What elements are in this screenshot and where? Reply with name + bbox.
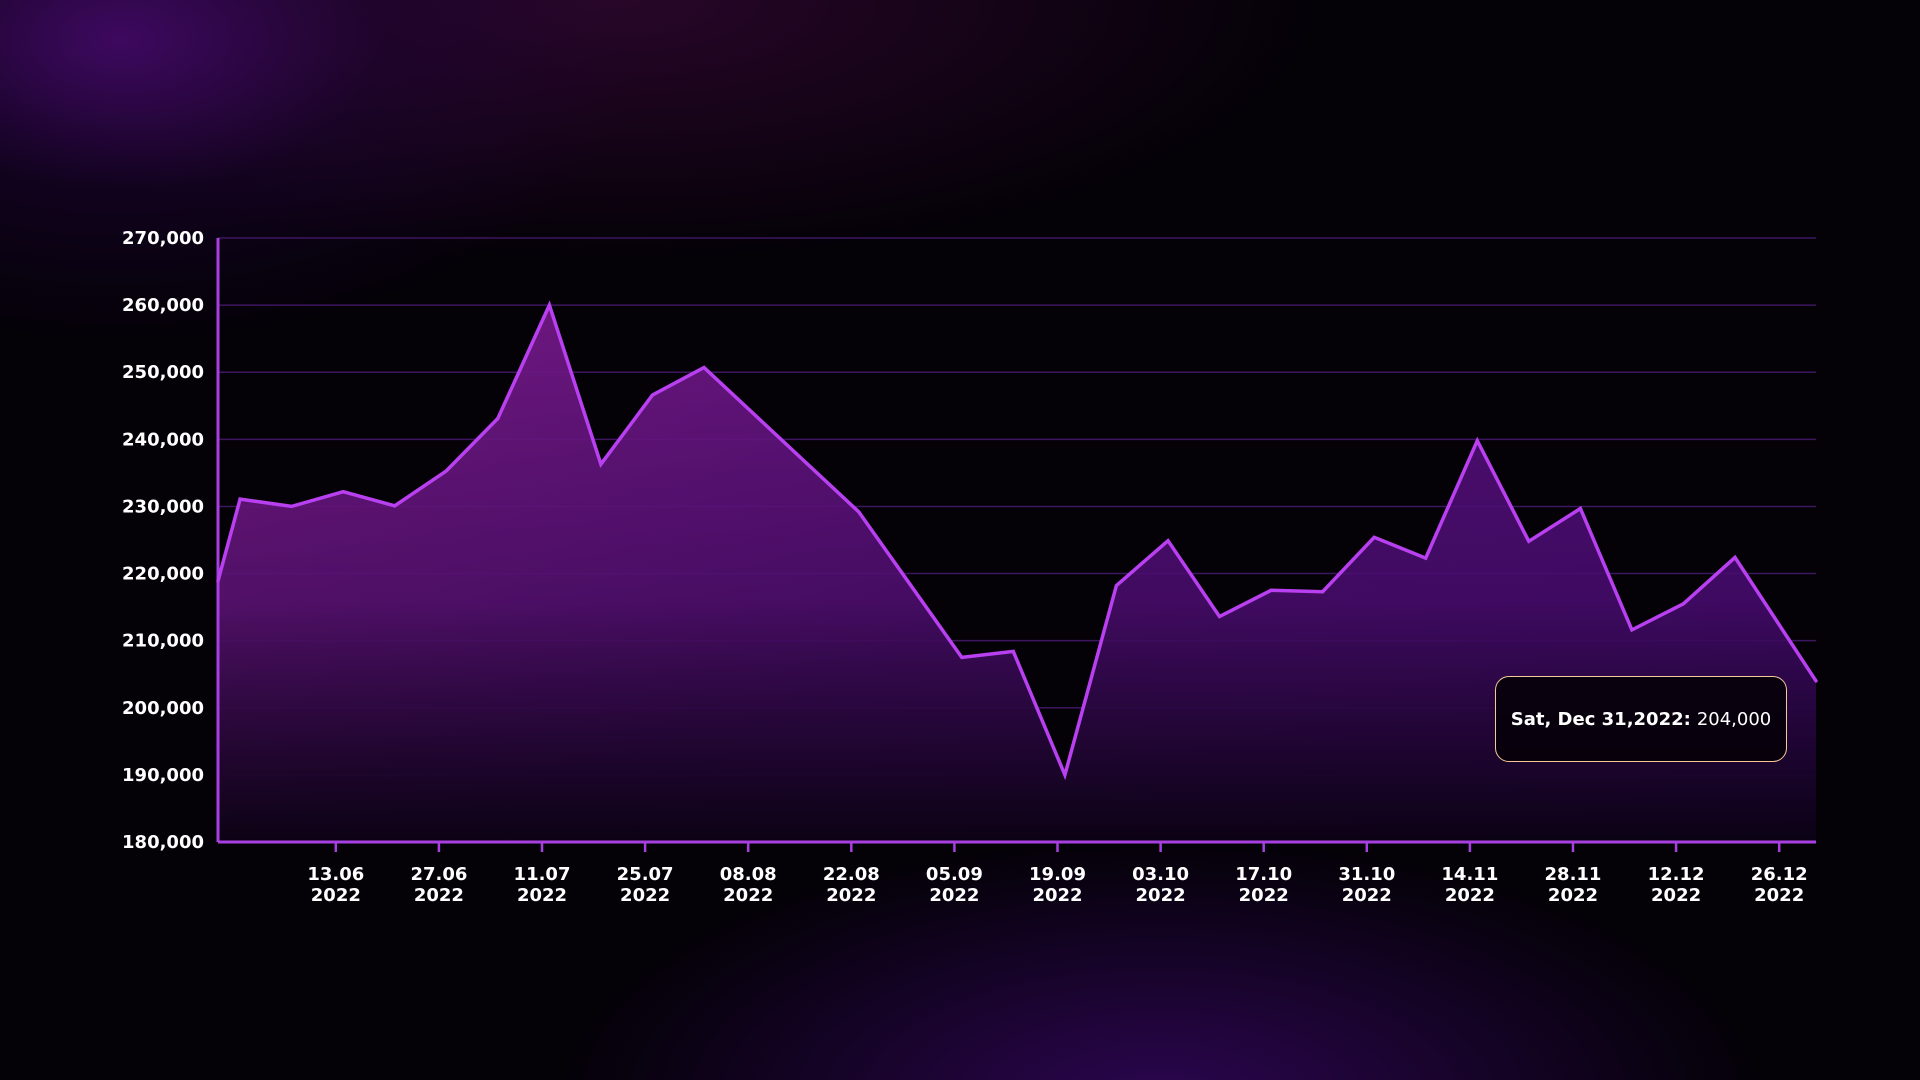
x-tick-label-day: 05.09 [926,864,983,885]
y-tick-label: 200,000 [122,698,204,719]
series-line [216,300,1818,781]
y-tick-label: 260,000 [122,295,204,316]
x-tick-label-year: 2022 [311,885,361,906]
y-tick-label: 240,000 [122,429,204,450]
y-tick-label: 220,000 [122,564,204,585]
x-tick-label-day: 25.07 [617,864,674,885]
series-line-layer [216,300,1818,781]
x-tick-label-year: 2022 [1342,885,1392,906]
y-tick-labels: 180,000 190,000 200,000 210,000 220,000 230,0… [122,228,204,853]
x-tick-label-year: 2022 [1445,885,1495,906]
x-tick-label-day: 11.07 [514,864,571,885]
x-tick-label-day: 31.10 [1338,864,1395,885]
y-tick-label: 190,000 [122,765,204,786]
y-tick-label: 180,000 [122,832,204,853]
x-tick-label-year: 2022 [929,885,979,906]
x-tick-label-year: 2022 [1651,885,1701,906]
x-tick-label-day: 08.08 [720,864,777,885]
area-fill-layer [218,305,1816,843]
tooltip-date: Sat, Dec 31,2022: [1510,708,1691,730]
data-tooltip: Sat, Dec 31,2022: 204,000 [1495,676,1787,762]
x-tick-label-year: 2022 [1239,885,1289,906]
y-tick-label: 230,000 [122,496,204,517]
x-tick-label-year: 2022 [1548,885,1598,906]
x-tick-labels: 13.06202227.06202211.07202225.07202208.0… [307,864,1807,906]
tooltip-value: 204,000 [1696,708,1772,730]
x-tick-label-day: 17.10 [1235,864,1292,885]
x-tick-label-day: 03.10 [1132,864,1189,885]
x-tick-label-year: 2022 [826,885,876,906]
x-tick-label-year: 2022 [620,885,670,906]
x-tick-label-year: 2022 [1136,885,1186,906]
x-tick-label-day: 27.06 [410,864,467,885]
axes [216,238,1816,852]
x-tick-label-day: 26.12 [1751,864,1808,885]
x-tick-label-year: 2022 [1754,885,1804,906]
x-tick-label-day: 22.08 [823,864,880,885]
x-tick-label-year: 2022 [723,885,773,906]
x-tick-label-year: 2022 [414,885,464,906]
x-tick-label-day: 19.09 [1029,864,1086,885]
area-fade [218,305,1816,843]
x-tick-label-year: 2022 [517,885,567,906]
x-tick-label-year: 2022 [1032,885,1082,906]
y-tick-label: 270,000 [122,228,204,249]
y-tick-label: 210,000 [122,631,204,652]
x-tick-label-day: 12.12 [1648,864,1705,885]
y-tick-label: 250,000 [122,362,204,383]
x-tick-label-day: 13.06 [307,864,364,885]
x-tick-label-day: 14.11 [1441,864,1498,885]
x-tick-label-day: 28.11 [1545,864,1602,885]
